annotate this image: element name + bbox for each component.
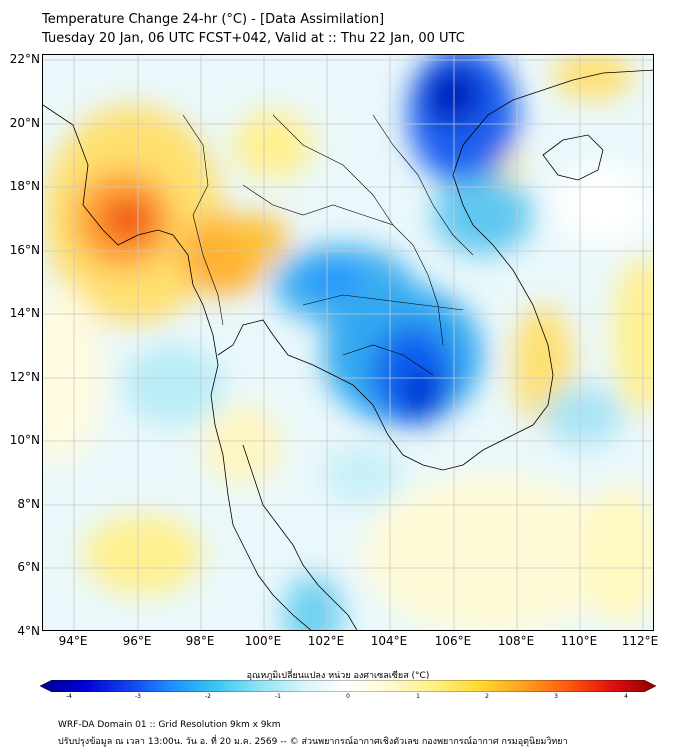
colorbar-tick: -4 [66, 693, 72, 700]
lat-label: 8°N [17, 497, 40, 511]
lat-label: 14°N [9, 306, 40, 320]
lat-label: 4°N [17, 624, 40, 638]
map-title: Temperature Change 24-hr (°C) - [Data As… [42, 12, 385, 27]
lat-label: 10°N [9, 433, 40, 447]
graticule [43, 55, 653, 630]
lon-label: 106°E [434, 634, 472, 648]
lat-label: 20°N [9, 116, 40, 130]
colorbar-tick: -2 [205, 693, 211, 700]
lon-label: 110°E [560, 634, 598, 648]
lon-label: 94°E [58, 634, 88, 648]
lon-label: 112°E [621, 634, 659, 648]
lon-label: 108°E [497, 634, 535, 648]
temperature-map[interactable] [42, 54, 654, 631]
colorbar-tick: 0 [346, 693, 350, 700]
colorbar-label: อุณหภูมิเปลี่ยนแปลง หน่วย องศาเซลเซียส (… [246, 671, 430, 681]
borders [182, 114, 474, 376]
lat-label: 6°N [17, 560, 40, 574]
lat-label: 22°N [9, 52, 40, 66]
lon-label: 96°E [122, 634, 152, 648]
coastlines [43, 69, 653, 630]
colorbar-tick: -3 [135, 693, 141, 700]
map-subtitle: Tuesday 20 Jan, 06 UTC FCST+042, Valid a… [42, 31, 465, 46]
lat-label: 12°N [9, 370, 40, 384]
map-canvas [43, 55, 653, 630]
temperature-field [43, 55, 653, 630]
colorbar [40, 680, 656, 692]
footer-domain-info: WRF-DA Domain 01 :: Grid Resolution 9km … [58, 720, 281, 730]
lon-label: 100°E [244, 634, 282, 648]
lon-label: 102°E [307, 634, 345, 648]
colorbar-tick: 3 [554, 693, 558, 700]
lon-label: 104°E [370, 634, 408, 648]
lat-label: 16°N [9, 243, 40, 257]
lat-label: 18°N [9, 179, 40, 193]
footer-credit: ปรับปรุงข้อมูล ณ เวลา 13:00น. วัน อ. ที่… [58, 737, 568, 747]
colorbar-tick: 4 [624, 693, 628, 700]
lon-label: 98°E [185, 634, 215, 648]
colorbar-gradient [40, 680, 656, 692]
colorbar-tick: 1 [416, 693, 420, 700]
colorbar-tick: -1 [275, 693, 281, 700]
colorbar-tick: 2 [485, 693, 489, 700]
